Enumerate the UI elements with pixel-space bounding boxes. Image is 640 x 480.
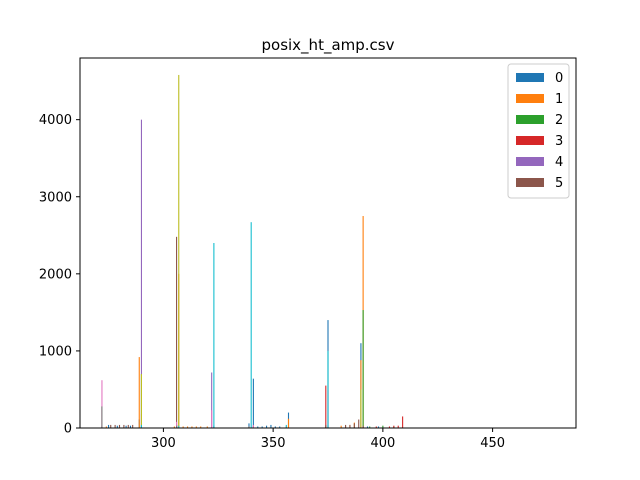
bar-series-7-1 [176,425,178,428]
bar-series-7-0 [101,406,103,428]
legend-swatch-1 [516,94,544,103]
bar-series-1-7 [195,426,197,428]
bar-series-5-12 [349,424,351,428]
bar-series-9-2 [213,243,215,428]
y-tick-label-1: 1000 [39,344,72,359]
bar-series-5-7 [176,236,178,428]
x-tick-label-0: 300 [151,436,176,451]
bar-series-5-6 [132,424,134,428]
bar-series-8-0 [140,374,142,428]
bar-series-0-0 [107,424,110,428]
legend-label-4: 4 [555,155,563,170]
legend-swatch-2 [516,115,544,124]
bar-series-1-5 [186,426,189,428]
y-tick-label-4: 4000 [39,113,72,128]
bars-layer [101,74,404,429]
bar-series-8-2 [360,389,362,428]
y-tick-label-3: 3000 [39,190,72,205]
bar-series-0-9 [257,426,259,428]
bar-series-9-5 [327,350,329,428]
bar-series-0-14 [279,426,281,428]
bar-series-9-1 [178,425,180,428]
legend-label-3: 3 [555,134,563,149]
bar-series-1-13 [340,425,342,428]
bar-series-3-6 [402,416,404,428]
bar-series-7-2 [248,426,250,428]
bar-series-5-10 [325,424,327,428]
bar-series-0-3 [129,425,132,428]
bar-series-1-9 [206,426,208,428]
bar-series-0-8 [252,378,254,428]
bar-series-5-4 [123,424,125,428]
bar-series-3-1 [325,385,327,428]
bar-series-2-2 [362,310,364,428]
bar-series-6-4 [252,424,254,428]
bar-series-1-1 [138,357,140,428]
bar-series-9-3 [250,222,252,428]
bar-series-9-4 [285,424,287,428]
bar-series-2-3 [369,426,371,428]
bar-series-6-2 [176,421,178,428]
x-tick-label-1: 350 [261,436,286,451]
bar-series-5-3 [118,424,121,428]
bar-series-1-8 [200,426,202,428]
chart-title: posix_ht_amp.csv [262,36,395,55]
y-tick-label-2: 2000 [39,267,72,282]
bar-series-1-6 [191,426,193,428]
bar-series-6-3 [211,410,213,428]
legend-swatch-5 [516,178,544,187]
bar-series-6-0 [101,380,103,428]
legend: 0 1 2 3 4 5 [507,63,570,199]
legend-label-1: 1 [555,92,563,107]
plot-frame [79,57,577,429]
bar-series-3-2 [375,426,377,428]
y-tick-label-0: 0 [64,422,72,437]
bar-series-0-1 [116,425,118,428]
legend-label-5: 5 [555,176,563,191]
bar-series-1-2 [173,426,175,428]
bar-series-0-7 [248,423,250,429]
bar-series-9-0 [140,424,142,428]
bar-series-5-14 [358,419,360,428]
bar-series-4-1 [140,119,142,429]
bar-series-8-1 [178,74,180,429]
bar-series-1-4 [182,426,184,428]
legend-swatch-0 [516,73,544,82]
x-tick-label-3: 450 [480,436,505,451]
bar-series-5-13 [353,423,355,429]
bar-series-5-2 [114,424,116,428]
bar-series-5-11 [345,424,347,428]
legend-swatch-3 [516,136,544,145]
bar-series-0-2 [125,425,127,428]
legend-label-0: 0 [555,71,563,86]
bar-series-3-5 [397,425,399,428]
bar-series-3-4 [393,425,395,428]
bar-series-3-3 [388,426,390,428]
legend-swatch-4 [516,157,544,166]
bar-series-0-18 [366,426,369,428]
bar-series-0-13 [274,426,276,428]
bar-series-0-10 [261,426,263,428]
bar-series-5-5 [127,424,129,428]
bar-series-1-11 [287,418,290,428]
bar-series-0-11 [266,425,268,428]
bar-series-0-19 [377,426,380,428]
legend-label-2: 2 [555,113,563,128]
bar-series-2-4 [382,425,384,428]
bar-series-4-3 [211,372,213,428]
bar-series-0-12 [270,424,272,428]
bar-series-1-0 [105,426,107,428]
bar-series-5-1 [110,424,112,428]
x-tick-label-2: 400 [370,436,395,451]
bar-series-5-15 [362,425,364,428]
